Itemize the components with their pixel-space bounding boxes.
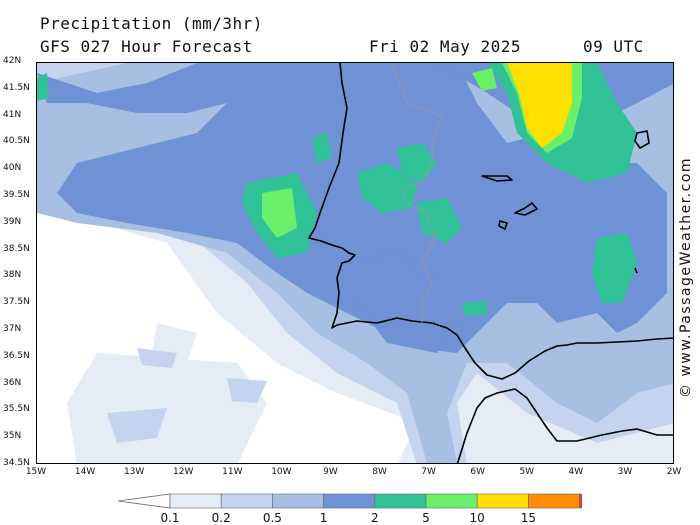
legend-swatch: [425, 493, 478, 509]
latitude-label: 42N: [3, 56, 22, 66]
latitude-label: 35.5N: [3, 404, 30, 415]
latitude-label: 38N: [3, 270, 22, 281]
map-canvas: [37, 63, 673, 463]
forecast-subtitle: GFS 027 Hour Forecast: [40, 37, 253, 56]
latitude-label: 35N: [3, 431, 22, 442]
longitude-label: 4W: [568, 467, 584, 477]
latitude-label: 38.5N: [3, 243, 30, 254]
longitude-label: 13W: [123, 467, 145, 477]
longitude-label: 3W: [617, 467, 633, 477]
latitude-label: 36N: [3, 377, 22, 388]
precipitation-map[interactable]: [36, 62, 674, 464]
latitude-label: 39.5N: [3, 190, 30, 200]
latitude-label: 39N: [3, 216, 22, 227]
longitude-label: 8W: [372, 467, 387, 477]
legend-label: 10: [469, 511, 485, 525]
latitude-label: 36.5N: [3, 350, 30, 361]
latitude-label: 41.5N: [3, 82, 30, 93]
legend-arrow-high: [579, 493, 582, 509]
coastline: [308, 63, 673, 463]
credit-watermark: © www.PassageWeather.com: [678, 156, 694, 398]
legend-swatch: [528, 493, 580, 509]
longitude-label: 15W: [25, 467, 47, 477]
longitude-label: 9W: [323, 467, 338, 477]
longitude-label: 5W: [519, 467, 535, 477]
legend-label: 0.1: [160, 511, 180, 525]
latitude-label: 34.5N: [3, 458, 30, 468]
longitude-label: 12W: [173, 467, 194, 477]
longitude-label: 7W: [421, 467, 436, 477]
legend-label: 5: [422, 511, 430, 525]
forecast-time: 09 UTC: [583, 37, 644, 56]
longitude-label: 10W: [271, 467, 292, 477]
longitude-label: 6W: [470, 467, 485, 477]
legend-label: 0.2: [211, 511, 231, 525]
legend-swatch: [272, 493, 324, 509]
legend-swatch: [220, 493, 273, 509]
forecast-date: Fri 02 May 2025: [369, 37, 521, 56]
longitude-label: 2W: [666, 467, 682, 477]
legend-swatch: [169, 493, 222, 509]
national-border: [391, 63, 443, 323]
latitude-label: 37N: [3, 324, 22, 334]
longitude-label: 11W: [222, 467, 243, 477]
latitude-label: 40.5N: [3, 136, 30, 147]
latitude-label: 40N: [3, 163, 22, 174]
precip-band-10: [507, 63, 572, 148]
legend-arrow-low: [118, 493, 171, 509]
legend-label: 15: [520, 511, 537, 525]
legend-swatch: [374, 493, 427, 509]
chart-title: Precipitation (mm/3hr): [40, 14, 263, 33]
legend-label: 0.5: [262, 511, 282, 525]
legend-label: 2: [370, 511, 379, 525]
longitude-label: 14W: [74, 467, 96, 477]
legend-swatch: [476, 493, 529, 509]
latitude-label: 37.5N: [3, 297, 30, 308]
precipitation-color-legend: [118, 493, 582, 509]
latitude-label: 41N: [3, 109, 22, 120]
legend-swatch: [323, 493, 376, 509]
legend-label: 1: [319, 511, 328, 525]
